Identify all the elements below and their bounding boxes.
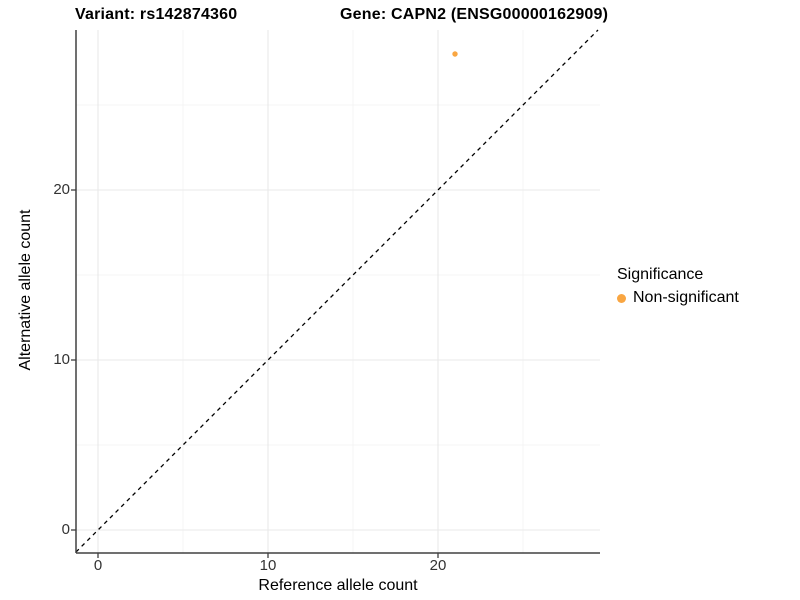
legend-entry: Non-significant (617, 289, 739, 307)
y-tick-label: 20 (53, 181, 70, 198)
y-axis-title: Alternative allele count (17, 209, 34, 371)
legend-entry-label: Non-significant (633, 289, 739, 306)
plot-panel (71, 29, 600, 558)
identity-dashed-line (75, 29, 599, 553)
y-tick-label: 0 (61, 521, 70, 538)
x-tick-label: 10 (259, 557, 277, 574)
plot-title-variant: Variant: rs142874360 (75, 6, 238, 23)
plot-title-gene: Gene: CAPN2 (ENSG00000162909) (340, 6, 609, 23)
legend: Significance Non-significant (617, 266, 739, 307)
legend-point-icon (617, 293, 626, 303)
x-tick-label: 20 (429, 557, 447, 574)
legend-title: Significance (617, 266, 704, 283)
x-axis-title: Reference allele count (258, 577, 418, 594)
y-tick-label: 10 (53, 351, 70, 368)
legend-entries: Non-significant (617, 289, 739, 307)
data-point (452, 51, 458, 57)
x-tick-label: 0 (93, 557, 103, 574)
